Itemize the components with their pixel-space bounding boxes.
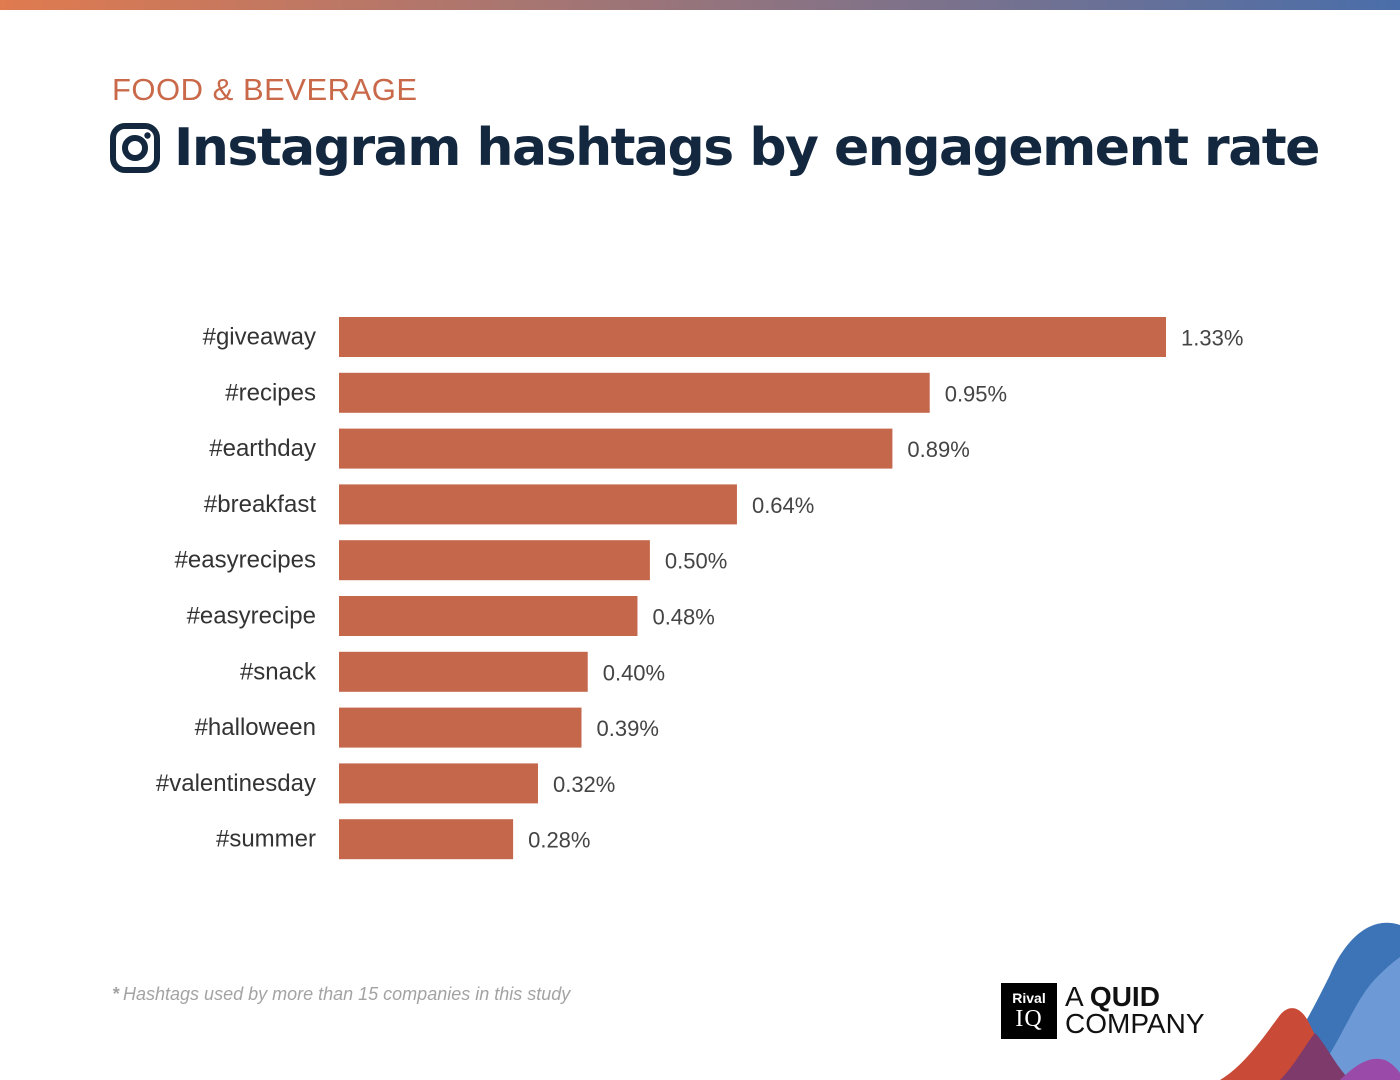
bar [339, 819, 514, 860]
category-tick-label: #earthday [209, 435, 316, 462]
instagram-icon [110, 123, 160, 173]
bar-value-label: 0.28% [528, 828, 590, 853]
bar [339, 651, 588, 692]
bar [339, 707, 582, 748]
bar-value-label: 0.48% [652, 605, 714, 630]
footnote: * Hashtags used by more than 15 companies… [112, 984, 570, 1005]
rival-iq-logo-box: Rival IQ [1001, 983, 1057, 1039]
rival-iq-logo: Rival IQ A QUID COMPANY [1001, 983, 1205, 1039]
bar [339, 317, 1166, 357]
top-gradient-bar [0, 0, 1400, 10]
logo-line1-bold: QUID [1089, 981, 1160, 1012]
category-tick-label: #valentinesday [156, 770, 316, 797]
bar-value-label: 0.40% [603, 660, 665, 685]
category-tick-label: #recipes [225, 379, 316, 406]
category-tick-label: #giveaway [203, 324, 316, 351]
bar [339, 596, 638, 636]
category-tick-label: #easyrecipes [175, 547, 316, 574]
category-tick-label: #halloween [195, 714, 316, 741]
category-tick-label: #easyrecipe [187, 603, 316, 630]
category-tick-label: #breakfast [204, 491, 316, 518]
footnote-text: Hashtags used by more than 15 companies … [123, 984, 571, 1004]
category-tick-label: #summer [216, 826, 316, 853]
decorative-wave [1220, 922, 1400, 1080]
bar-value-label: 0.89% [907, 437, 969, 462]
title-row: Instagram hashtags by engagement rate [110, 112, 1320, 184]
category-label: FOOD & BEVERAGE [112, 72, 418, 107]
logo-box-bottom: IQ [1015, 1005, 1043, 1032]
bar [339, 540, 650, 581]
bar-value-label: 0.95% [945, 381, 1007, 406]
bar [339, 484, 737, 525]
bar-value-label: 0.39% [597, 716, 659, 741]
logo-text: A QUID COMPANY [1065, 981, 1205, 1039]
bar-value-label: 0.50% [665, 549, 727, 574]
footnote-star: * [112, 984, 120, 1004]
logo-line1-prefix: A [1065, 981, 1090, 1012]
logo-line1: A QUID [1065, 981, 1205, 1012]
page-title: Instagram hashtags by engagement rate [174, 118, 1320, 178]
bar-value-label: 1.33% [1181, 326, 1243, 351]
category-tick-label: #snack [240, 658, 317, 685]
logo-box-top: Rival [1012, 989, 1046, 1006]
logo-line2: COMPANY [1065, 1008, 1205, 1039]
bar-value-label: 0.32% [553, 772, 615, 797]
bar [339, 428, 893, 469]
bar-value-label: 0.64% [752, 493, 814, 518]
bar [339, 763, 538, 804]
bar [339, 372, 930, 413]
